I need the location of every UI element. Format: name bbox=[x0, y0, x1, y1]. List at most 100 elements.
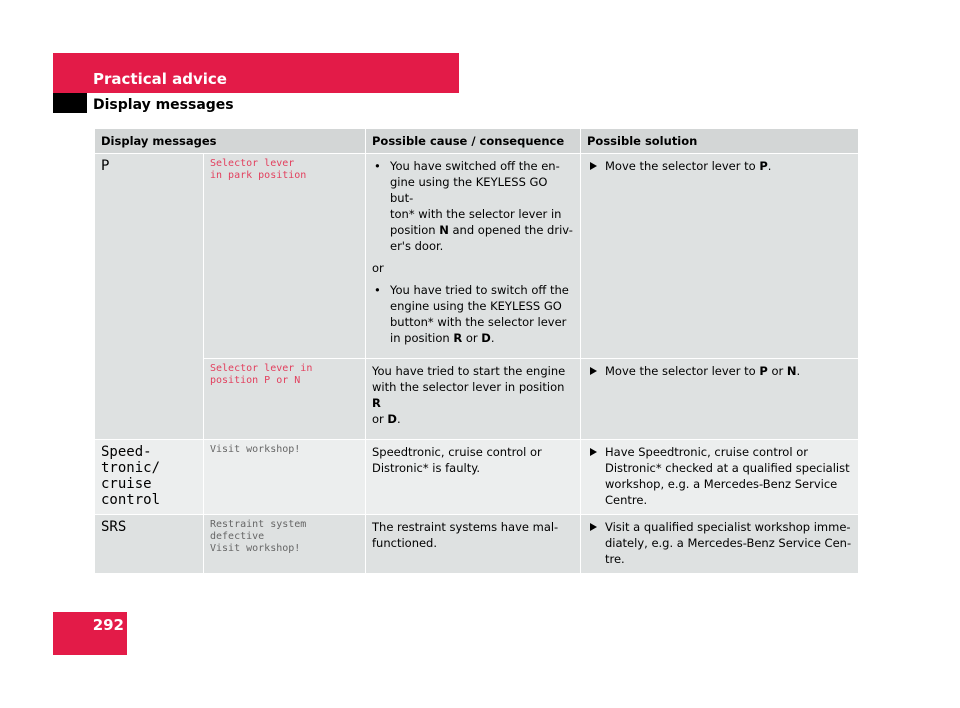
message-line: defective bbox=[210, 531, 265, 542]
solution: Have Speedtronic, cruise control or Distr… bbox=[587, 444, 852, 508]
marker bbox=[53, 93, 87, 113]
text-run: You have tried to start the engine bbox=[372, 364, 566, 378]
text-line: Centre. bbox=[605, 492, 852, 508]
text-line: tre. bbox=[605, 551, 852, 567]
text-line: Speedtronic, cruise control or bbox=[372, 444, 574, 460]
message-line: in park position bbox=[210, 170, 307, 181]
display-line: cruise bbox=[101, 476, 152, 492]
text-line: or bbox=[372, 260, 574, 276]
text-run: or bbox=[767, 364, 787, 378]
message-line: Visit workshop! bbox=[210, 543, 301, 554]
display-line: SRS bbox=[101, 519, 127, 535]
text-run: button* with the selector lever bbox=[390, 315, 567, 329]
text-run: engine using the KEYLESS GO bbox=[390, 299, 562, 313]
text-run: D bbox=[387, 412, 397, 426]
text-line: Have Speedtronic, cruise control or bbox=[605, 444, 852, 460]
column-header: Possible solution bbox=[580, 128, 859, 154]
text-run: Move the selector lever to bbox=[605, 159, 760, 173]
cause-cell: You have tried to start the engine with t… bbox=[365, 358, 581, 440]
messages-table: Display messages Possible cause / conseq… bbox=[94, 128, 859, 574]
text-run: D bbox=[481, 331, 491, 345]
display-line: control bbox=[101, 492, 161, 508]
text-line: Move the selector lever to P. bbox=[605, 158, 852, 174]
display-cell: SRS bbox=[94, 514, 204, 574]
text-line: Distronic* checked at a qualified specia… bbox=[605, 460, 852, 476]
text-line: with the selector lever in position R bbox=[372, 379, 574, 411]
text-run: P bbox=[759, 159, 768, 173]
text-run: in position bbox=[390, 331, 454, 345]
text-run: and opened the driv- bbox=[448, 223, 573, 237]
display-cell: P bbox=[94, 153, 204, 440]
text-run: You have switched off the en- bbox=[390, 159, 560, 173]
text-run: gine using the KEYLESS GO but- bbox=[390, 175, 548, 205]
text-run: The restraint systems have mal- bbox=[372, 520, 559, 534]
solution-cell: Move the selector lever to P. bbox=[580, 153, 859, 359]
text-line: er's door. bbox=[390, 238, 574, 254]
page-number-box: 292 bbox=[53, 612, 127, 655]
solution: Visit a qualified specialist workshop im… bbox=[587, 519, 852, 567]
message-cell: Visit workshop! bbox=[203, 439, 366, 515]
cause-block: Speedtronic, cruise control or Distronic*… bbox=[372, 444, 574, 476]
page-number: 292 bbox=[92, 616, 124, 634]
cause-block: or bbox=[372, 260, 574, 276]
text-run: . bbox=[490, 331, 495, 345]
text-line: You have tried to start the engine bbox=[372, 363, 574, 379]
text-run: tre. bbox=[605, 552, 625, 566]
cause-block: You have tried to start the engine with t… bbox=[372, 363, 574, 427]
solution: Move the selector lever to P. bbox=[587, 158, 852, 174]
text-run: Visit a qualified specialist workshop im… bbox=[605, 520, 851, 534]
solution: Move the selector lever to P or N. bbox=[587, 363, 852, 379]
text-line: gine using the KEYLESS GO but- bbox=[390, 174, 574, 206]
cause-cell: The restraint systems have mal-functione… bbox=[365, 514, 581, 574]
text-run: N bbox=[439, 223, 449, 237]
cause-block: You have switched off the en-gine using … bbox=[372, 158, 574, 254]
text-line: position N and opened the driv- bbox=[390, 222, 574, 238]
text-run: P bbox=[759, 364, 768, 378]
text-run: Move the selector lever to bbox=[605, 364, 760, 378]
text-line: diately, e.g. a Mercedes-Benz Service Ce… bbox=[605, 535, 852, 551]
display-line: tronic/ bbox=[101, 460, 161, 476]
text-run: You have tried to switch off the bbox=[390, 283, 569, 297]
text-run: Distronic* checked at a qualified specia… bbox=[605, 461, 850, 475]
text-line: button* with the selector lever bbox=[390, 314, 574, 330]
text-run: N bbox=[786, 364, 797, 378]
section-band: Practical advice bbox=[53, 53, 459, 93]
text-line: in position R or D. bbox=[390, 330, 574, 346]
text-line: Distronic* is faulty. bbox=[372, 460, 574, 476]
display-line: P bbox=[101, 158, 110, 174]
text-line: or D. bbox=[372, 411, 574, 427]
column-header: Display messages bbox=[94, 128, 366, 154]
cause-block: The restraint systems have mal-functione… bbox=[372, 519, 574, 551]
text-line: You have switched off the en- bbox=[390, 158, 574, 174]
cause-cell: You have switched off the en-gine using … bbox=[365, 153, 581, 359]
text-line: Move the selector lever to P or N. bbox=[605, 363, 852, 379]
table-row: SRS Restraint system defective Visit worksh… bbox=[94, 514, 859, 574]
cause-block: You have tried to switch off the engine u… bbox=[372, 282, 574, 346]
text-run: . bbox=[796, 364, 801, 378]
section-title: Practical advice bbox=[93, 70, 227, 88]
message-line: Selector lever in bbox=[210, 363, 313, 374]
message-line: Restraint system bbox=[210, 519, 307, 530]
header-row: Display messages Possible cause / conseq… bbox=[94, 128, 859, 154]
message-line: position P or N bbox=[210, 375, 301, 386]
text-run: with the selector lever in position bbox=[372, 380, 565, 394]
text-line: ton* with the selector lever in bbox=[390, 206, 574, 222]
text-run: Centre. bbox=[605, 493, 648, 507]
text-run: or bbox=[372, 412, 388, 426]
text-run: Distronic* is faulty. bbox=[372, 461, 481, 475]
cause-cell: Speedtronic, cruise control or Distronic*… bbox=[365, 439, 581, 515]
text-run: R bbox=[372, 396, 381, 410]
message-cell: Restraint system defective Visit workshop! bbox=[203, 514, 366, 574]
text-run: ton* with the selector lever in bbox=[390, 207, 562, 221]
solution-cell: Have Speedtronic, cruise control or Distr… bbox=[580, 439, 859, 515]
text-run: or bbox=[372, 261, 384, 275]
text-line: functioned. bbox=[372, 535, 574, 551]
message-line: Selector lever bbox=[210, 158, 295, 169]
text-line: Visit a qualified specialist workshop im… bbox=[605, 519, 852, 535]
table-row: Speed-tronic/cruise control Visit workshop… bbox=[94, 439, 859, 515]
text-run: . bbox=[767, 159, 772, 173]
display-line: Speed- bbox=[101, 444, 152, 460]
text-run: workshop, e.g. a Mercedes-Benz Service bbox=[605, 477, 838, 491]
text-run: er's door. bbox=[390, 239, 444, 253]
